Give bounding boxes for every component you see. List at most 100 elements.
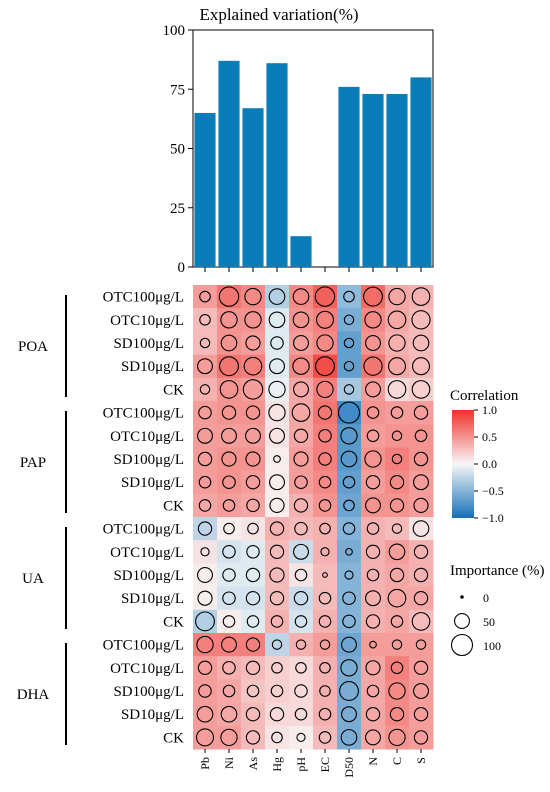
importance-circle: [388, 682, 406, 700]
heatmap-cell: [289, 470, 314, 495]
heatmap-cell: [289, 656, 314, 680]
importance-circle: [339, 681, 359, 701]
importance-circle: [413, 683, 429, 699]
importance-circle: [413, 497, 429, 513]
importance-circle: [245, 405, 261, 420]
row-label: OTC10μg/L: [110, 545, 184, 561]
importance-circle: [391, 523, 403, 534]
correlation-legend: Correlation 1.0 0.5 0.0 −0.5 −1.0: [450, 388, 519, 525]
heatmap-cell: [265, 540, 290, 564]
importance-circle: [273, 455, 281, 463]
importance-circle: [269, 497, 285, 513]
importance-circle: [245, 707, 261, 722]
heatmap-cell: [217, 609, 242, 634]
importance-circle: [293, 543, 309, 560]
y-tick-label: 100: [163, 23, 186, 39]
importance-circle: [197, 358, 213, 375]
importance-circle: [245, 335, 261, 351]
importance-circle: [316, 380, 334, 399]
heatmap-cell: [193, 447, 218, 472]
importance-circle: [269, 544, 285, 559]
heatmap-cell: [289, 493, 314, 518]
heatmap-cell: [313, 725, 338, 750]
heatmap-cell: [361, 633, 386, 657]
heatmap-cell: [193, 656, 218, 680]
heatmap-cell: [289, 563, 314, 588]
importance-circle: [268, 380, 286, 399]
bar-C: [386, 93, 408, 268]
importance-circle: [366, 568, 380, 582]
heatmap-cell: [385, 401, 410, 425]
importance-circle: [269, 591, 285, 606]
row-label: CK: [163, 382, 184, 398]
heatmap-cell: [265, 354, 290, 379]
column-label: As: [246, 757, 260, 771]
column-label: D50: [342, 757, 356, 778]
importance-circle: [340, 659, 358, 677]
bar-Ni: [218, 60, 240, 268]
importance-circle: [243, 356, 263, 376]
importance-circle: [365, 381, 381, 398]
heatmap-cell: [193, 679, 218, 704]
importance-legend-circle: [450, 633, 474, 657]
importance-circle: [244, 287, 262, 306]
importance-circle: [293, 451, 309, 467]
heatmap-group-labels: POA PAP UA DHA: [17, 295, 67, 745]
bar-chart-axes: 0 25 50 75 100: [163, 23, 434, 276]
heatmap-cell: [289, 679, 314, 704]
heatmap-cell: [265, 424, 290, 448]
importance-circle: [295, 639, 307, 650]
heatmap-cell: [385, 656, 410, 680]
importance-circle: [196, 705, 214, 723]
importance-circle: [195, 728, 215, 747]
importance-circle: [294, 707, 308, 721]
importance-circle: [270, 684, 284, 698]
importance-circle: [220, 311, 238, 329]
importance-circle: [366, 684, 380, 698]
importance-circle: [413, 730, 429, 745]
heatmap-cell: [337, 540, 362, 564]
heatmap-cell: [241, 377, 266, 402]
importance-circle: [337, 401, 361, 424]
heatmap-cell: [361, 656, 386, 680]
importance-circle: [246, 615, 260, 628]
importance-circle: [340, 450, 358, 468]
heatmap-cell: [217, 633, 242, 657]
heatmap-cell: [265, 493, 290, 518]
importance-circle: [222, 568, 236, 582]
heatmap-cell: [313, 586, 338, 611]
heatmap-cell: [409, 586, 434, 611]
heatmap-cell: [193, 354, 218, 379]
correlation-legend-title: Correlation: [450, 388, 519, 404]
heatmap-cell: [337, 702, 362, 727]
importance-circle: [365, 544, 381, 559]
row-label: SD100μg/L: [113, 684, 184, 700]
heatmap-cell: [361, 586, 386, 611]
heatmap-cell: [289, 633, 314, 657]
importance-legend-label: 0: [483, 591, 489, 605]
column-label: N: [366, 757, 380, 766]
importance-circle: [315, 356, 335, 377]
importance-circle: [319, 522, 331, 535]
heatmap-cell: [337, 354, 362, 379]
importance-circle: [199, 337, 211, 349]
heatmap-cell: [385, 609, 410, 634]
heatmap-cell: [217, 517, 242, 541]
heatmap-cell: [193, 493, 218, 518]
importance-circle: [197, 660, 213, 675]
importance-circle: [244, 311, 262, 329]
importance-circle: [319, 639, 331, 650]
heatmap-cell: [409, 424, 434, 448]
importance-circle: [343, 384, 355, 395]
heatmap-cell: [193, 609, 218, 634]
heatmap-cell: [361, 725, 386, 750]
importance-circle: [343, 290, 355, 303]
heatmap-cell: [313, 285, 338, 309]
row-label: SD100μg/L: [113, 452, 184, 468]
heatmap-cell: [409, 401, 434, 425]
heatmap-cell: [193, 424, 218, 448]
importance-circle: [319, 661, 331, 674]
importance-circle: [341, 636, 357, 653]
importance-circle: [365, 707, 381, 722]
heatmap-cell: [409, 656, 434, 680]
